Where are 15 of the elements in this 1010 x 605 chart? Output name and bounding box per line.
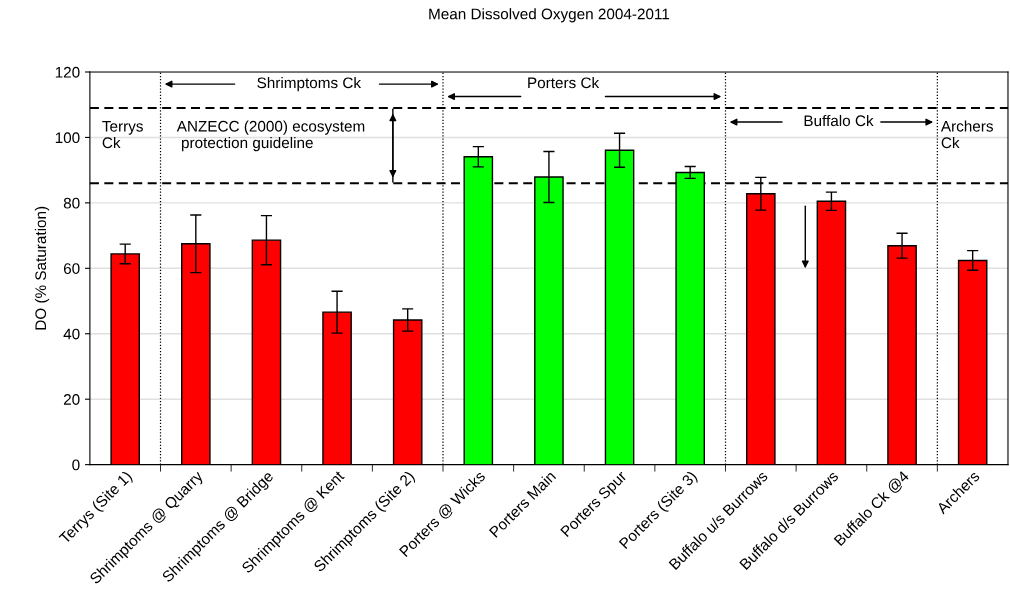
y-tick-label: 20 bbox=[63, 394, 80, 405]
y-tick-label: 80 bbox=[63, 197, 80, 209]
chart-title: Mean Dissolved Oxygen 2004-2011 bbox=[429, 8, 670, 23]
annotation: Archers Ck bbox=[940, 120, 993, 149]
annotation: Buffalo Ck bbox=[804, 114, 874, 127]
annotation: Shrimptoms Ck bbox=[257, 76, 362, 92]
y-axis-title: DO (% Saturation) bbox=[34, 206, 50, 330]
y-tick-label: 60 bbox=[63, 263, 80, 274]
annotation: Terrys Ck bbox=[102, 121, 143, 149]
y-tick-label: 100 bbox=[55, 132, 80, 144]
annotation: Porters Ck bbox=[528, 76, 600, 89]
y-tick-label: 40 bbox=[63, 328, 80, 340]
annotation: ANZECC (2000) ecosystem protection guideline bbox=[176, 120, 365, 152]
y-tick-label: 120 bbox=[55, 66, 80, 78]
y-tick-label: 0 bbox=[72, 459, 80, 471]
